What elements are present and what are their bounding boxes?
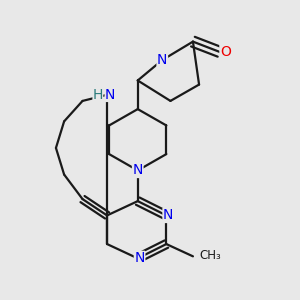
Text: N: N — [134, 251, 145, 266]
Text: CH₃: CH₃ — [200, 249, 221, 262]
Text: N: N — [157, 53, 167, 67]
Text: N: N — [163, 208, 173, 222]
Text: O: O — [220, 45, 231, 59]
Text: N: N — [105, 88, 115, 102]
Text: N: N — [133, 164, 143, 177]
Text: H: H — [93, 88, 103, 102]
